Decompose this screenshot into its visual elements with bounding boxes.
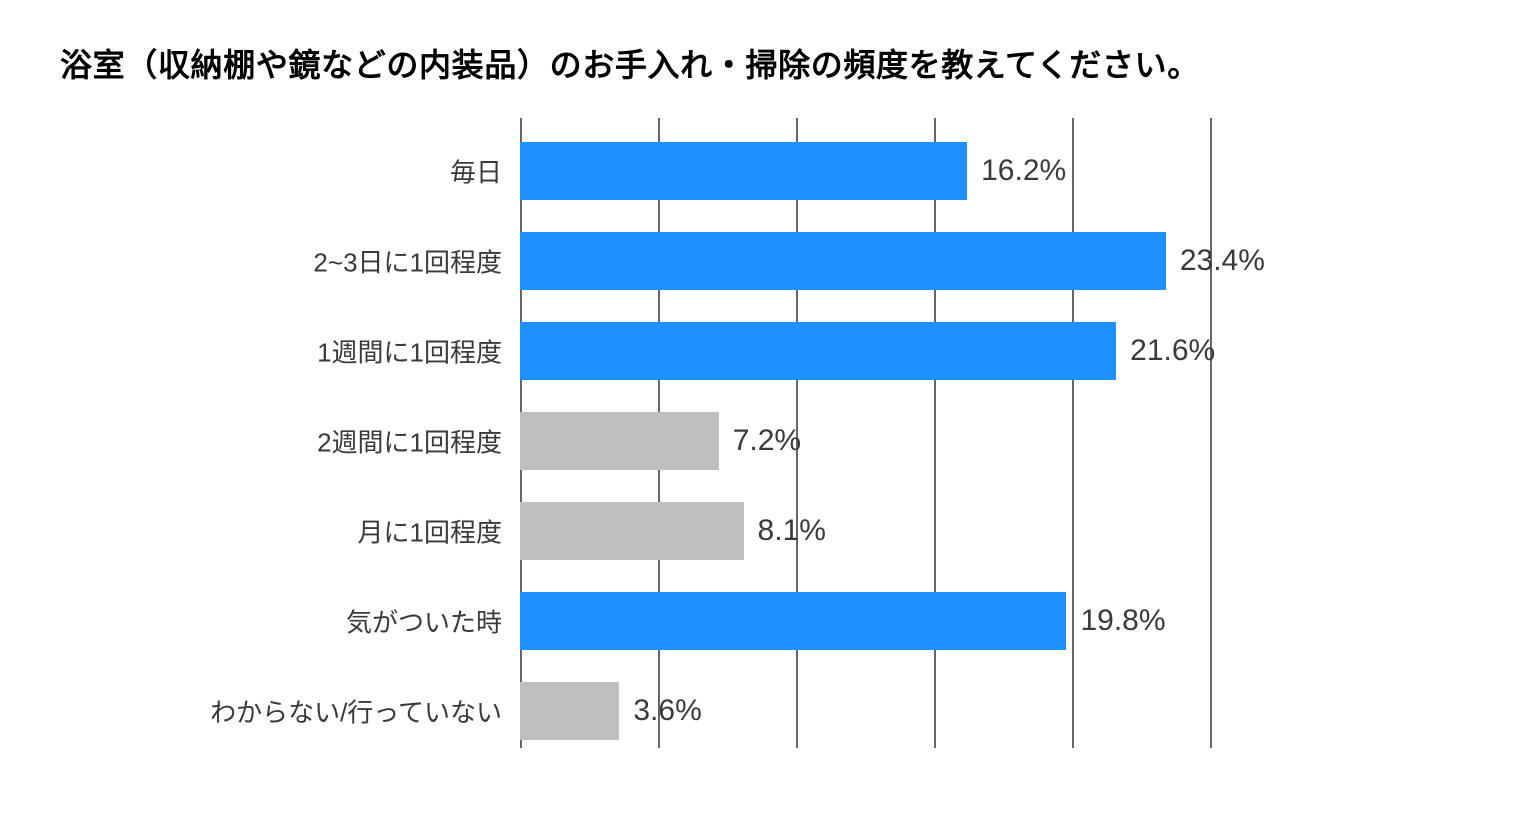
bar-row: 21.6% <box>520 322 1215 380</box>
bar <box>520 592 1066 650</box>
chart-title: 浴室（収納棚や鏡などの内装品）のお手入れ・掃除の頻度を教えてください。 <box>60 40 1474 86</box>
value-label: 8.1% <box>758 514 826 548</box>
bar-row: 3.6% <box>520 682 702 740</box>
value-label: 7.2% <box>733 424 801 458</box>
bar <box>520 322 1116 380</box>
category-label: 月に1回程度 <box>358 513 502 550</box>
category-label: 2~3日に1回程度 <box>313 243 502 280</box>
bar-chart: 毎日 16.2% 2~3日に1回程度 23.4% 1週間に1回程度 21.6% 2週間に1回… <box>60 126 1474 756</box>
value-label: 21.6% <box>1130 334 1215 368</box>
category-label: 気がついた時 <box>346 603 502 640</box>
category-label: わからない/行っていない <box>210 693 502 730</box>
bar-row: 8.1% <box>520 502 826 560</box>
gridline <box>1072 118 1074 748</box>
category-label: 毎日 <box>450 153 502 190</box>
bar-row: 16.2% <box>520 142 1066 200</box>
gridline <box>1210 118 1212 748</box>
bar <box>520 232 1166 290</box>
plot-area: 毎日16.2%2~3日に1回程度23.4%1週間に1回程度21.6%2週間に1回… <box>520 126 1410 756</box>
bar-row: 19.8% <box>520 592 1166 650</box>
chart-container: 浴室（収納棚や鏡などの内装品）のお手入れ・掃除の頻度を教えてください。 毎日 16… <box>0 0 1534 822</box>
bar-row: 23.4% <box>520 232 1265 290</box>
value-label: 16.2% <box>981 154 1066 188</box>
value-label: 3.6% <box>633 694 701 728</box>
bar <box>520 142 967 200</box>
bar <box>520 682 619 740</box>
value-label: 23.4% <box>1180 244 1265 278</box>
value-label: 19.8% <box>1080 604 1165 638</box>
bar-row: 7.2% <box>520 412 801 470</box>
category-label: 1週間に1回程度 <box>317 333 502 370</box>
category-label: 2週間に1回程度 <box>317 423 502 460</box>
gridline <box>934 118 936 748</box>
bar <box>520 502 744 560</box>
bar <box>520 412 719 470</box>
